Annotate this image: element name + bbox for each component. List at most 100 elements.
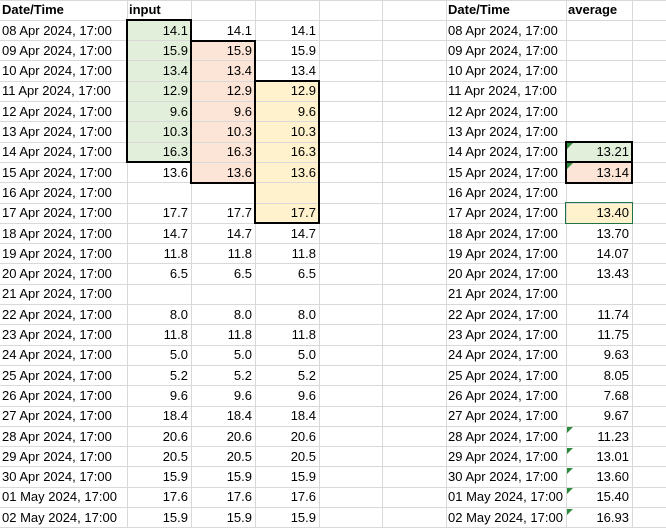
date-cell-right[interactable]: 28 Apr 2024, 17:00 <box>448 428 558 444</box>
value-copy-cell[interactable]: 9.6 <box>297 387 316 403</box>
value-copy-cell[interactable]: 10.3 <box>226 124 252 139</box>
value-copy-cell[interactable]: 15.9 <box>226 509 252 525</box>
value-copy-cell[interactable]: 17.7 <box>226 205 252 221</box>
date-cell-right[interactable]: 18 Apr 2024, 17:00 <box>448 225 558 241</box>
date-cell-right[interactable]: 11 Apr 2024, 17:00 <box>448 83 557 99</box>
value-copy-cell[interactable]: 9.6 <box>297 103 316 119</box>
date-cell-right[interactable]: 22 Apr 2024, 17:00 <box>448 306 558 322</box>
date-cell[interactable]: 17 Apr 2024, 17:00 <box>2 205 112 221</box>
value-copy-cell[interactable]: 17.7 <box>290 205 316 221</box>
input-value-cell[interactable]: 5.0 <box>169 347 188 363</box>
value-copy-cell[interactable] <box>255 284 319 304</box>
date-cell[interactable]: 22 Apr 2024, 17:00 <box>2 306 112 322</box>
date-cell[interactable]: 11 Apr 2024, 17:00 <box>2 83 111 99</box>
input-value-cell[interactable]: 14.7 <box>162 225 188 241</box>
value-copy-cell[interactable]: 6.5 <box>233 266 252 282</box>
date-cell-right[interactable]: 13 Apr 2024, 17:00 <box>448 124 558 139</box>
value-copy-cell[interactable]: 15.9 <box>290 42 316 58</box>
input-value-cell[interactable]: 13.6 <box>162 164 188 180</box>
input-value-cell[interactable]: 17.6 <box>162 489 188 505</box>
input-value-cell[interactable]: 18.4 <box>162 408 188 424</box>
date-cell[interactable]: 19 Apr 2024, 17:00 <box>2 245 112 261</box>
average-cell[interactable] <box>566 284 632 304</box>
input-value-cell[interactable]: 12.9 <box>162 83 188 99</box>
value-copy-cell[interactable]: 17.6 <box>226 489 252 505</box>
date-cell-right[interactable]: 14 Apr 2024, 17:00 <box>448 144 558 160</box>
average-cell[interactable]: 11.74 <box>597 306 629 322</box>
value-copy-cell[interactable]: 16.3 <box>290 144 316 160</box>
value-copy-cell[interactable]: 14.7 <box>226 225 252 241</box>
date-cell-right[interactable]: 20 Apr 2024, 17:00 <box>448 266 558 282</box>
average-cell[interactable]: 13.70 <box>596 225 629 241</box>
date-cell[interactable]: 21 Apr 2024, 17:00 <box>2 286 112 302</box>
input-value-cell[interactable]: 20.5 <box>162 448 188 464</box>
date-cell[interactable]: 29 Apr 2024, 17:00 <box>2 448 112 464</box>
value-copy-cell[interactable]: 20.6 <box>290 428 316 444</box>
value-copy-cell[interactable]: 15.9 <box>290 509 316 525</box>
date-cell-right[interactable]: 08 Apr 2024, 17:00 <box>448 22 558 38</box>
date-cell[interactable]: 13 Apr 2024, 17:00 <box>2 124 112 139</box>
date-cell-right[interactable]: 17 Apr 2024, 17:00 <box>448 205 558 221</box>
date-cell-right[interactable]: 19 Apr 2024, 17:00 <box>448 245 558 261</box>
date-cell[interactable]: 15 Apr 2024, 17:00 <box>2 164 112 180</box>
date-cell-right[interactable]: 27 Apr 2024, 17:00 <box>448 408 558 424</box>
value-copy-cell[interactable]: 13.4 <box>226 63 252 79</box>
date-cell[interactable]: 09 Apr 2024, 17:00 <box>2 42 112 58</box>
header-input[interactable]: input <box>129 2 161 18</box>
value-copy-cell[interactable]: 18.4 <box>290 408 316 424</box>
average-cell[interactable]: 13.43 <box>596 266 629 282</box>
value-copy-cell[interactable]: 14.1 <box>226 22 252 38</box>
date-cell[interactable]: 24 Apr 2024, 17:00 <box>2 347 112 363</box>
input-value-cell[interactable]: 6.5 <box>169 266 188 282</box>
input-value-cell[interactable]: 10.3 <box>162 124 188 139</box>
date-cell-right[interactable]: 12 Apr 2024, 17:00 <box>448 103 558 119</box>
date-cell[interactable]: 01 May 2024, 17:00 <box>2 489 117 505</box>
date-cell-right[interactable]: 10 Apr 2024, 17:00 <box>448 63 558 79</box>
average-cell[interactable]: 11.23 <box>597 428 629 444</box>
date-cell-right[interactable]: 26 Apr 2024, 17:00 <box>448 387 558 403</box>
input-value-cell[interactable]: 16.3 <box>162 144 188 160</box>
date-cell-right[interactable]: 24 Apr 2024, 17:00 <box>448 347 558 363</box>
value-copy-cell[interactable]: 18.4 <box>226 408 252 424</box>
value-copy-cell[interactable]: 13.6 <box>226 164 252 180</box>
value-copy-cell[interactable]: 20.6 <box>226 428 252 444</box>
date-cell-right[interactable]: 23 Apr 2024, 17:00 <box>448 327 558 342</box>
date-cell-right[interactable]: 16 Apr 2024, 17:00 <box>448 184 558 200</box>
average-cell[interactable] <box>566 122 632 142</box>
average-cell[interactable] <box>566 61 632 81</box>
input-value-cell[interactable]: 15.9 <box>162 42 188 58</box>
value-copy-cell[interactable]: 15.9 <box>226 469 252 485</box>
average-cell[interactable]: 13.60 <box>596 469 629 485</box>
date-cell-right[interactable]: 15 Apr 2024, 17:00 <box>448 164 558 180</box>
value-copy-cell[interactable]: 8.0 <box>297 306 316 322</box>
average-cell[interactable]: 13.21 <box>596 144 629 160</box>
average-cell[interactable]: 13.40 <box>596 205 629 221</box>
header-date-time[interactable]: Date/Time <box>2 2 64 18</box>
input-value-cell[interactable]: 9.6 <box>169 387 188 403</box>
average-cell[interactable]: 11.75 <box>597 327 629 342</box>
average-cell[interactable] <box>566 81 632 101</box>
date-cell[interactable]: 02 May 2024, 17:00 <box>2 509 117 525</box>
input-value-cell[interactable]: 14.1 <box>162 22 188 38</box>
date-cell-right[interactable]: 29 Apr 2024, 17:00 <box>448 448 558 464</box>
value-copy-cell[interactable] <box>191 284 255 304</box>
value-copy-cell[interactable]: 5.2 <box>233 367 252 383</box>
average-cell[interactable] <box>566 102 632 122</box>
value-copy-cell[interactable]: 12.9 <box>226 83 252 99</box>
value-copy-cell[interactable]: 15.9 <box>226 42 252 58</box>
input-value-cell[interactable] <box>127 284 191 304</box>
value-copy-cell[interactable]: 5.2 <box>297 367 316 383</box>
average-cell[interactable]: 13.14 <box>596 164 629 180</box>
input-value-cell[interactable]: 20.6 <box>162 428 188 444</box>
value-copy-cell[interactable]: 20.5 <box>290 448 316 464</box>
date-cell[interactable]: 08 Apr 2024, 17:00 <box>2 22 112 38</box>
value-copy-cell[interactable] <box>191 183 255 203</box>
date-cell[interactable]: 16 Apr 2024, 17:00 <box>2 184 112 200</box>
date-cell[interactable]: 26 Apr 2024, 17:00 <box>2 387 112 403</box>
date-cell-right[interactable]: 21 Apr 2024, 17:00 <box>448 286 558 302</box>
date-cell-right[interactable]: 09 Apr 2024, 17:00 <box>448 42 558 58</box>
input-value-cell[interactable]: 8.0 <box>169 306 188 322</box>
date-cell-right[interactable]: 02 May 2024, 17:00 <box>448 509 563 525</box>
value-copy-cell[interactable]: 11.8 <box>227 327 252 342</box>
value-copy-cell[interactable]: 6.5 <box>297 266 316 282</box>
